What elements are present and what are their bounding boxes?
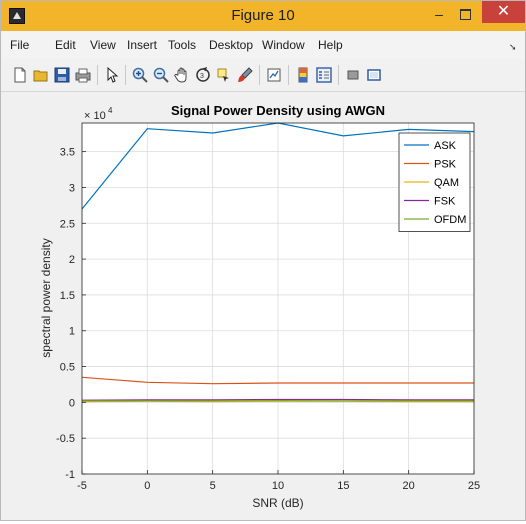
y-axis-label: spectral power density [39,238,53,357]
y-tick-label: -0.5 [56,433,75,445]
zoom-in-icon[interactable] [132,67,148,83]
menu-bar: File Edit View Insert Tools Desktop Wind… [1,31,525,59]
print-icon[interactable] [75,67,91,83]
menu-tools[interactable]: Tools [168,38,196,52]
toolbar-separator [125,65,126,85]
y-tick-label: 1.5 [60,290,75,302]
menu-overflow-icon[interactable]: ➘ [509,42,517,53]
line-chart[interactable]: -5 0 5 10 15 20 25 -1 -0.5 0 0.5 1 1.5 2 2.5 3 3.5 Signa… [9,93,519,519]
data-cursor-icon[interactable] [216,67,232,83]
menu-edit[interactable]: Edit [55,38,76,52]
plot-area: -5 0 5 10 15 20 25 -1 -0.5 0 0.5 1 1.5 2 2.5 3 3.5 Signa… [9,93,519,519]
toolbar-separator [259,65,260,85]
chart-title: Signal Power Density using AWGN [171,103,385,118]
title-bar[interactable]: Figure 10 – ✕ [1,1,525,31]
toolbar-separator [97,65,98,85]
pan-hand-icon[interactable] [174,67,190,83]
exponent-label: × 10 [84,110,106,122]
y-tick-label: 0 [69,397,75,409]
rotate-3d-icon[interactable]: 3 [195,67,211,83]
maximize-button[interactable] [452,5,478,25]
x-tick-label: 20 [403,480,415,492]
legend-label: QAM [434,177,459,189]
legend-label: PSK [434,159,457,171]
legend[interactable]: ASK PSK QAM FSK OFDM [399,133,470,232]
legend-label: OFDM [434,214,466,226]
y-tick-label: 1 [69,326,75,338]
y-tick-label: 3 [69,182,75,194]
minimize-button[interactable]: – [426,5,452,25]
x-tick-label: 0 [144,480,150,492]
y-tick-label: 0.5 [60,362,75,374]
brush-icon[interactable] [237,67,253,83]
toolbar-separator [288,65,289,85]
y-tick-label: 2.5 [60,218,75,230]
exponent-power: 4 [108,106,113,115]
x-axis-label: SNR (dB) [252,496,303,510]
menu-insert[interactable]: Insert [127,38,157,52]
link-plot-icon[interactable] [266,67,282,83]
x-tick-label: 25 [468,480,480,492]
x-tick-label: -5 [77,480,87,492]
menu-file[interactable]: File [10,38,29,52]
colorbar-icon[interactable] [295,67,311,83]
x-tick-label: 10 [272,480,284,492]
hide-plot-tools-icon[interactable] [345,67,361,83]
menu-view[interactable]: View [90,38,116,52]
y-tick-label: -1 [65,469,75,481]
menu-window[interactable]: Window [262,38,305,52]
x-tick-label: 15 [337,480,349,492]
zoom-out-icon[interactable] [153,67,169,83]
show-plot-tools-icon[interactable] [366,67,382,83]
toolbar-separator [338,65,339,85]
legend-icon[interactable] [316,67,332,83]
legend-label: ASK [434,140,457,152]
save-icon[interactable] [54,67,70,83]
open-file-icon[interactable] [33,67,49,83]
menu-desktop[interactable]: Desktop [209,38,253,52]
svg-text:3: 3 [200,73,204,80]
edit-plot-arrow-icon[interactable] [104,67,120,83]
y-tick-label: 3.5 [60,147,75,159]
close-button[interactable]: ✕ [482,1,525,23]
x-tick-label: 5 [210,480,216,492]
new-figure-icon[interactable] [12,67,28,83]
figure-toolbar: 3 [1,59,525,92]
y-tick-label: 2 [69,254,75,266]
legend-label: FSK [434,196,456,208]
menu-help[interactable]: Help [318,38,343,52]
